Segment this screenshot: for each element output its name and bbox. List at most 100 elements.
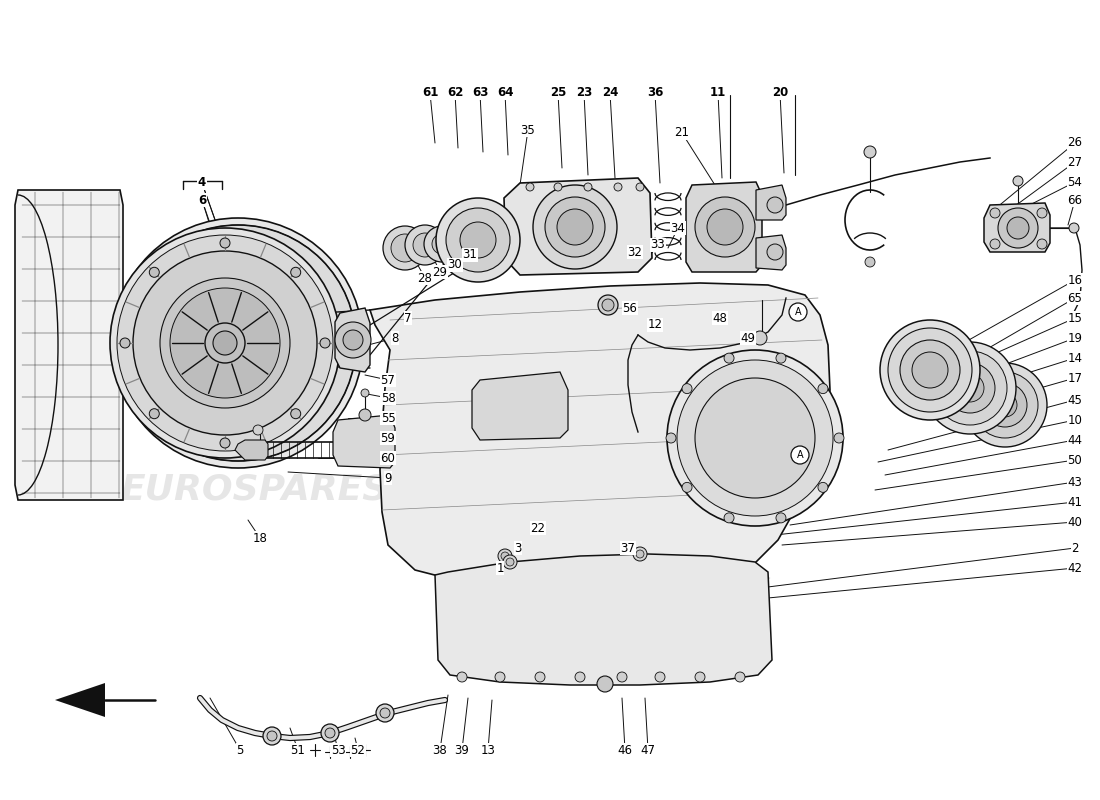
- Text: 25: 25: [550, 86, 566, 99]
- Circle shape: [776, 513, 786, 523]
- Circle shape: [120, 338, 130, 348]
- Circle shape: [495, 672, 505, 682]
- Circle shape: [150, 409, 160, 418]
- Circle shape: [405, 225, 446, 265]
- Text: 62: 62: [447, 86, 463, 99]
- Polygon shape: [686, 182, 762, 272]
- Text: 39: 39: [454, 743, 470, 757]
- Circle shape: [336, 322, 371, 358]
- Circle shape: [575, 672, 585, 682]
- Polygon shape: [15, 190, 123, 500]
- Circle shape: [113, 218, 363, 468]
- Text: 56: 56: [623, 302, 637, 314]
- Text: 51: 51: [290, 743, 306, 757]
- Circle shape: [834, 433, 844, 443]
- Text: 34: 34: [671, 222, 685, 234]
- Circle shape: [208, 313, 268, 373]
- Circle shape: [267, 731, 277, 741]
- Text: A: A: [794, 307, 801, 317]
- Circle shape: [666, 433, 676, 443]
- Text: 52: 52: [351, 743, 365, 757]
- Circle shape: [379, 708, 390, 718]
- Text: 19: 19: [1067, 331, 1082, 345]
- Circle shape: [263, 727, 280, 745]
- Circle shape: [945, 363, 996, 413]
- Circle shape: [554, 183, 562, 191]
- Circle shape: [776, 353, 786, 363]
- Text: 6: 6: [198, 194, 206, 206]
- Circle shape: [767, 197, 783, 213]
- Polygon shape: [235, 440, 268, 460]
- Circle shape: [880, 320, 980, 420]
- Circle shape: [724, 513, 734, 523]
- Circle shape: [436, 198, 520, 282]
- Circle shape: [1037, 208, 1047, 218]
- Circle shape: [614, 183, 622, 191]
- Circle shape: [320, 338, 330, 348]
- Circle shape: [617, 672, 627, 682]
- Circle shape: [636, 550, 644, 558]
- Circle shape: [205, 323, 245, 363]
- Text: 30: 30: [448, 258, 462, 271]
- Text: 16: 16: [1067, 274, 1082, 286]
- Text: 45: 45: [1068, 394, 1082, 406]
- Circle shape: [983, 383, 1027, 427]
- Text: 42: 42: [1067, 562, 1082, 574]
- Text: 5: 5: [236, 743, 244, 757]
- Polygon shape: [370, 283, 830, 590]
- Text: 11: 11: [710, 86, 726, 99]
- Circle shape: [324, 728, 336, 738]
- Text: 15: 15: [1068, 311, 1082, 325]
- Polygon shape: [472, 372, 568, 440]
- Text: 40: 40: [1068, 515, 1082, 529]
- Circle shape: [359, 409, 371, 421]
- Circle shape: [535, 672, 544, 682]
- Circle shape: [424, 226, 460, 262]
- Text: 6: 6: [198, 194, 206, 206]
- Text: 7: 7: [405, 311, 411, 325]
- Circle shape: [361, 389, 368, 397]
- Text: 64: 64: [497, 86, 514, 99]
- Circle shape: [597, 676, 613, 692]
- Circle shape: [990, 208, 1000, 218]
- Circle shape: [376, 704, 394, 722]
- Text: 41: 41: [1067, 495, 1082, 509]
- Text: 58: 58: [381, 391, 395, 405]
- Text: 37: 37: [620, 542, 636, 554]
- Polygon shape: [333, 415, 395, 468]
- Circle shape: [412, 233, 437, 257]
- Circle shape: [900, 340, 960, 400]
- Circle shape: [676, 360, 833, 516]
- Circle shape: [754, 331, 767, 345]
- Circle shape: [213, 331, 236, 355]
- Text: EUROSPARES: EUROSPARES: [460, 611, 728, 645]
- Circle shape: [506, 558, 514, 566]
- Circle shape: [602, 299, 614, 311]
- Text: 2: 2: [1071, 542, 1079, 554]
- Text: 63: 63: [472, 86, 488, 99]
- Circle shape: [654, 672, 666, 682]
- Text: EUROSPARES: EUROSPARES: [120, 473, 388, 507]
- Circle shape: [343, 330, 363, 350]
- Text: 44: 44: [1067, 434, 1082, 446]
- Circle shape: [818, 482, 828, 492]
- Polygon shape: [984, 203, 1050, 252]
- Circle shape: [724, 353, 734, 363]
- Circle shape: [998, 208, 1038, 248]
- Circle shape: [956, 374, 984, 402]
- Text: 38: 38: [432, 743, 448, 757]
- Circle shape: [503, 555, 517, 569]
- Circle shape: [682, 384, 692, 394]
- Circle shape: [456, 672, 468, 682]
- Text: 53: 53: [331, 743, 345, 757]
- Circle shape: [498, 549, 512, 563]
- Text: 1: 1: [496, 562, 504, 574]
- Text: 17: 17: [1067, 371, 1082, 385]
- Circle shape: [789, 303, 807, 321]
- Circle shape: [667, 350, 843, 526]
- Text: 32: 32: [628, 246, 642, 258]
- Text: 28: 28: [418, 271, 432, 285]
- Text: 59: 59: [381, 431, 395, 445]
- Text: 49: 49: [740, 331, 756, 345]
- Circle shape: [383, 226, 427, 270]
